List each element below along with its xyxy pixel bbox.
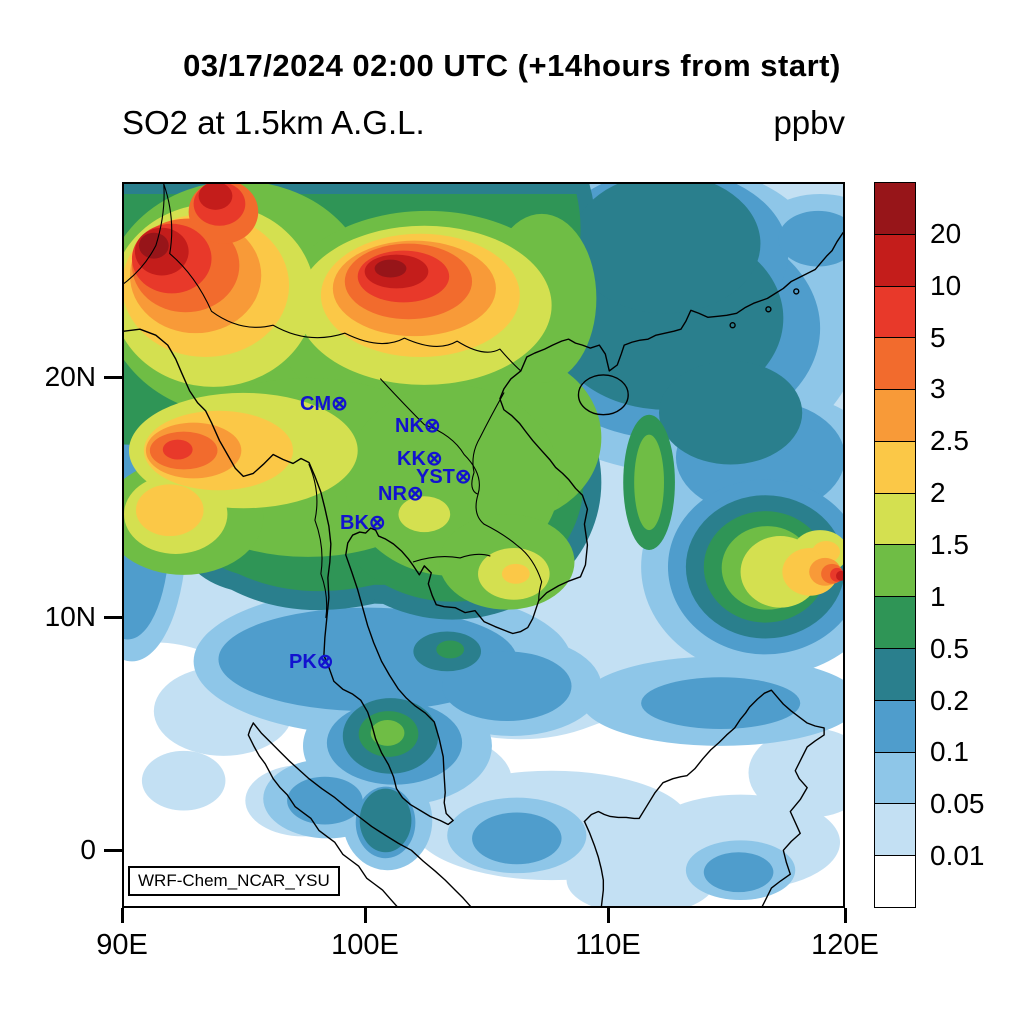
colorbar-label: 1	[930, 580, 946, 612]
colorbar-label: 10	[930, 269, 962, 301]
colorbar-label: 0.05	[930, 788, 985, 820]
colorbar-segment	[875, 440, 915, 493]
x-tick-label: 100E	[331, 929, 399, 961]
y-tick-mark	[104, 616, 122, 619]
x-tick-label: 90E	[96, 929, 148, 961]
title-variable: SO2 at 1.5km A.G.L.	[122, 104, 425, 141]
colorbar-label: 1.5	[930, 529, 969, 560]
colorbar-label: 2	[930, 477, 946, 509]
colorbar-label: 0.01	[930, 840, 985, 872]
colorbar-segment	[875, 855, 915, 907]
so2-contour-map	[124, 184, 843, 906]
colorbar	[874, 182, 916, 908]
colorbar-segment	[875, 596, 915, 649]
colorbar-segment	[875, 337, 915, 390]
colorbar-label: 3	[930, 373, 946, 405]
colorbar-label: 0.2	[930, 684, 969, 716]
y-tick-label: 0	[80, 834, 96, 865]
colorbar-segment	[875, 544, 915, 597]
colorbar-segment	[875, 389, 915, 441]
colorbar-segment	[875, 285, 915, 338]
fill-level-20	[138, 232, 407, 278]
y-tick-label: 10N	[44, 601, 96, 632]
x-tick-mark	[606, 908, 610, 923]
colorbar-label: 0.5	[930, 632, 969, 664]
title-datetime: 03/17/2024 02:00 UTC (+14hours from star…	[183, 48, 841, 83]
colorbar-segment	[875, 751, 915, 804]
x-tick-mark	[363, 908, 367, 923]
country-borders	[124, 184, 543, 619]
colorbar-segment	[875, 233, 915, 286]
units-label: ppbv	[773, 104, 845, 141]
x-tick-mark	[120, 908, 124, 923]
colorbar-label: 20	[930, 217, 962, 249]
model-label: WRF-Chem_NCAR_YSU	[128, 866, 340, 896]
coastlines	[124, 232, 843, 906]
y-tick-mark	[104, 849, 122, 852]
x-tick-label: 120E	[811, 929, 879, 961]
colorbar-label: 0.1	[930, 736, 969, 768]
x-tick-mark	[843, 908, 847, 923]
map-plot: CM⊗ NK⊗ KK⊗ YST⊗ NR⊗ BK⊗ PK⊗ WRF-Chem_NCAR_YSU	[122, 182, 845, 908]
colorbar-segment	[875, 803, 915, 856]
colorbar-segment	[875, 183, 915, 234]
subtitle-row: SO2 at 1.5km A.G.L. ppbv	[122, 104, 845, 142]
colorbar-label: 2.5	[930, 425, 969, 457]
x-tick-label: 110E	[575, 929, 641, 961]
y-tick-mark	[104, 376, 122, 379]
colorbar-segment	[875, 492, 915, 545]
y-tick-label: 20N	[44, 361, 96, 392]
colorbar-label: 5	[930, 321, 946, 353]
colorbar-segment	[875, 699, 915, 752]
colorbar-segment	[875, 648, 915, 700]
